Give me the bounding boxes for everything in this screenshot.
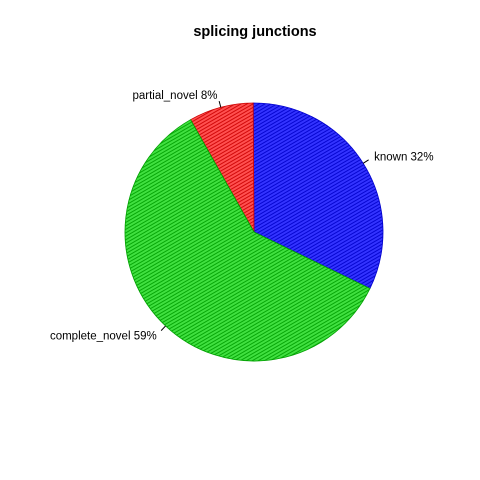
leader-line-complete-novel xyxy=(160,325,166,331)
leader-line-partial-novel xyxy=(218,100,222,108)
chart-title: splicing junctions xyxy=(193,24,316,40)
slice-label-partial-novel: partial_novel 8% xyxy=(132,90,217,102)
slice-label-known: known 32% xyxy=(374,151,433,163)
leader-line-known xyxy=(362,159,369,164)
pie-labels: known 32% partial_novel 8% complete_novel … xyxy=(50,90,434,342)
slice-label-complete-novel: complete_novel 59% xyxy=(50,330,157,342)
pie-slices xyxy=(124,102,384,362)
pie-slice-known xyxy=(252,102,384,290)
